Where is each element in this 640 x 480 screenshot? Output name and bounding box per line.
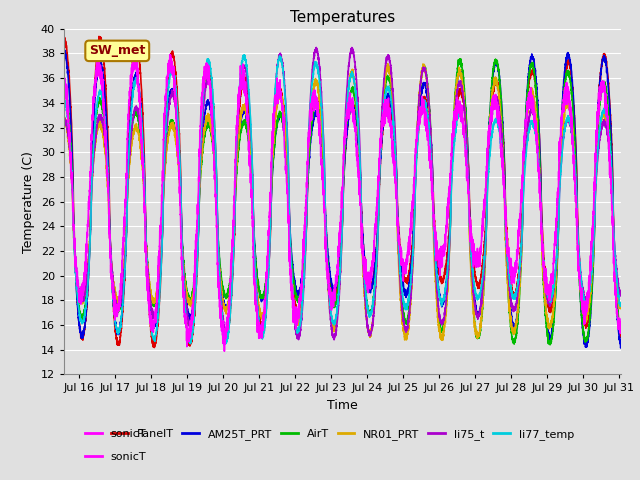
li77_temp bbox=[394, 233, 402, 239]
li75_t bbox=[476, 310, 483, 315]
AirT bbox=[60, 81, 68, 87]
li77_temp bbox=[617, 303, 625, 309]
sonicT bbox=[161, 101, 169, 107]
sonicT bbox=[476, 250, 483, 256]
sonicT bbox=[273, 91, 281, 96]
NR01_PRT bbox=[60, 115, 68, 121]
PanelT bbox=[95, 34, 103, 39]
AirT bbox=[394, 228, 402, 233]
AM25T_PRT bbox=[476, 312, 483, 318]
AirT bbox=[161, 163, 169, 168]
li77_temp bbox=[273, 66, 281, 72]
PanelT bbox=[422, 102, 430, 108]
sonicT bbox=[518, 186, 526, 192]
Line: li77_temp: li77_temp bbox=[64, 55, 621, 344]
Line: NR01_PRT: NR01_PRT bbox=[64, 64, 621, 340]
AM25T_PRT bbox=[518, 235, 525, 240]
NR01_PRT bbox=[476, 328, 483, 334]
Text: SW_met: SW_met bbox=[89, 44, 145, 57]
sonicT bbox=[422, 128, 430, 134]
AirT bbox=[547, 342, 554, 348]
NR01_PRT bbox=[617, 305, 625, 311]
li77_temp bbox=[476, 294, 483, 300]
li77_temp bbox=[241, 52, 248, 58]
li75_t bbox=[312, 45, 320, 50]
AirT bbox=[457, 56, 465, 62]
sonicT bbox=[617, 330, 625, 336]
Line: AirT: AirT bbox=[64, 59, 621, 345]
PanelT bbox=[518, 217, 526, 223]
li75_t bbox=[617, 292, 625, 298]
sonicT bbox=[221, 348, 228, 354]
PanelT bbox=[161, 120, 169, 125]
NR01_PRT bbox=[273, 101, 280, 107]
li75_t bbox=[273, 71, 280, 76]
sonicT bbox=[60, 69, 68, 74]
Line: PanelT: PanelT bbox=[64, 36, 621, 348]
AM25T_PRT bbox=[61, 47, 68, 52]
NR01_PRT bbox=[438, 337, 446, 343]
li75_t bbox=[422, 72, 430, 78]
Title: Temperatures: Temperatures bbox=[290, 10, 395, 25]
li75_t bbox=[60, 116, 68, 122]
NR01_PRT bbox=[394, 250, 402, 256]
AM25T_PRT bbox=[394, 220, 402, 226]
PanelT bbox=[476, 279, 483, 285]
AirT bbox=[273, 124, 280, 130]
AM25T_PRT bbox=[273, 123, 281, 129]
Line: li75_t: li75_t bbox=[64, 48, 621, 340]
PanelT bbox=[394, 217, 402, 223]
AirT bbox=[422, 72, 430, 77]
AirT bbox=[518, 241, 525, 247]
Line: AM25T_PRT: AM25T_PRT bbox=[64, 49, 621, 348]
PanelT bbox=[150, 345, 158, 350]
li75_t bbox=[518, 232, 526, 238]
sonicT bbox=[394, 220, 402, 226]
Y-axis label: Temperature (C): Temperature (C) bbox=[22, 151, 35, 252]
li75_t bbox=[394, 239, 402, 244]
AM25T_PRT bbox=[161, 143, 169, 148]
li77_temp bbox=[161, 135, 169, 141]
NR01_PRT bbox=[518, 235, 526, 241]
AM25T_PRT bbox=[617, 345, 625, 351]
PanelT bbox=[60, 35, 68, 40]
li77_temp bbox=[60, 100, 68, 106]
AM25T_PRT bbox=[422, 87, 430, 93]
li77_temp bbox=[187, 341, 195, 347]
li77_temp bbox=[422, 106, 430, 111]
Line: sonicT: sonicT bbox=[64, 53, 621, 351]
X-axis label: Time: Time bbox=[327, 399, 358, 412]
AM25T_PRT bbox=[617, 344, 625, 349]
li77_temp bbox=[518, 231, 526, 237]
PanelT bbox=[617, 331, 625, 336]
NR01_PRT bbox=[161, 166, 169, 171]
li75_t bbox=[330, 337, 338, 343]
AirT bbox=[476, 332, 483, 338]
NR01_PRT bbox=[422, 73, 430, 79]
PanelT bbox=[273, 99, 281, 105]
AirT bbox=[617, 328, 625, 334]
Legend: sonicT: sonicT bbox=[81, 425, 151, 444]
AM25T_PRT bbox=[60, 49, 68, 55]
li75_t bbox=[161, 151, 169, 157]
sonicT bbox=[95, 50, 103, 56]
NR01_PRT bbox=[384, 61, 392, 67]
